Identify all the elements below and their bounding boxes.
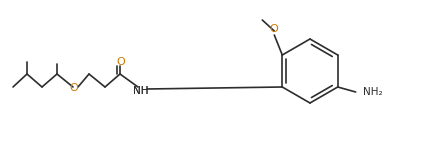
Text: O: O [269,24,278,34]
Text: NH: NH [133,86,149,96]
Text: NH₂: NH₂ [363,87,382,97]
Text: O: O [70,83,78,93]
Text: NH: NH [133,86,149,96]
Text: O: O [116,57,125,67]
